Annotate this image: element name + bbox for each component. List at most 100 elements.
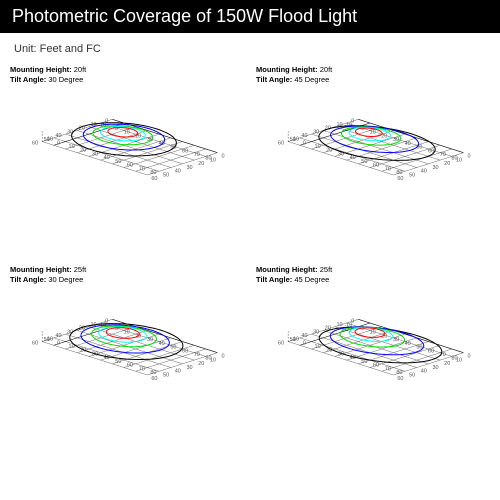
svg-text:40: 40 — [55, 333, 61, 339]
svg-text:40: 40 — [301, 133, 307, 139]
svg-text:-10: -10 — [45, 337, 53, 343]
svg-text:0: 0 — [222, 154, 225, 160]
svg-text:30: 30 — [92, 151, 98, 157]
svg-text:60: 60 — [278, 141, 284, 147]
svg-text:60: 60 — [127, 163, 133, 169]
panel-label: Mounting Height: 20ftTilt Angle: 30 Degr… — [10, 65, 86, 85]
svg-text:80: 80 — [396, 170, 402, 176]
svg-text:10: 10 — [69, 344, 75, 350]
panel-label: Mounting Hieght: 25ftTilt Angle: 45 Degr… — [256, 265, 332, 285]
svg-text:70: 70 — [139, 166, 145, 172]
isometric-plot: -100102030405060708001020304050600102030… — [4, 63, 244, 263]
svg-text:50: 50 — [409, 372, 415, 378]
svg-text:80: 80 — [150, 370, 156, 376]
svg-text:40: 40 — [159, 341, 165, 347]
svg-text:0: 0 — [105, 118, 108, 124]
svg-text:0: 0 — [57, 340, 60, 346]
svg-text:0: 0 — [468, 154, 471, 160]
svg-text:60: 60 — [182, 348, 188, 354]
svg-text:10: 10 — [336, 322, 342, 328]
svg-text:-10: -10 — [291, 137, 299, 143]
svg-text:70: 70 — [385, 366, 391, 372]
svg-text:20: 20 — [198, 161, 204, 167]
svg-text:20: 20 — [80, 148, 86, 154]
svg-text:80: 80 — [150, 170, 156, 176]
svg-text:50: 50 — [409, 172, 415, 178]
svg-text:-10: -10 — [291, 337, 299, 343]
svg-text:40: 40 — [301, 333, 307, 339]
panel-grid: Mounting Height: 20ftTilt Angle: 30 Degr… — [0, 63, 500, 471]
isometric-plot: -100102030405060708001020304050600102030… — [4, 263, 244, 463]
svg-text:40: 40 — [405, 341, 411, 347]
title-bar: Photometric Coverage of 150W Flood Light — [0, 0, 500, 33]
svg-text:0: 0 — [303, 340, 306, 346]
svg-text:10: 10 — [370, 130, 376, 136]
svg-text:20: 20 — [198, 361, 204, 367]
svg-text:10: 10 — [124, 330, 130, 336]
svg-text:50: 50 — [115, 159, 121, 165]
svg-text:40: 40 — [175, 169, 181, 175]
svg-text:40: 40 — [405, 141, 411, 147]
svg-text:60: 60 — [127, 363, 133, 369]
svg-text:10: 10 — [456, 157, 462, 163]
svg-text:30: 30 — [432, 165, 438, 171]
panel-label: Mounting Height: 20ftTilt Angle: 45 Degr… — [256, 65, 332, 85]
svg-text:70: 70 — [440, 152, 446, 158]
svg-text:0: 0 — [57, 140, 60, 146]
svg-text:40: 40 — [421, 169, 427, 175]
svg-text:60: 60 — [151, 376, 157, 382]
svg-text:30: 30 — [186, 365, 192, 371]
svg-text:50: 50 — [163, 172, 169, 178]
svg-text:0: 0 — [351, 318, 354, 324]
isometric-plot: -100102030405060708001020304050600102030… — [250, 63, 490, 263]
svg-text:30: 30 — [147, 337, 153, 343]
svg-text:10: 10 — [315, 344, 321, 350]
svg-text:10: 10 — [124, 130, 130, 136]
svg-text:40: 40 — [350, 155, 356, 161]
svg-text:50: 50 — [115, 359, 121, 365]
svg-text:-10: -10 — [45, 137, 53, 143]
svg-text:60: 60 — [182, 148, 188, 154]
svg-text:70: 70 — [385, 166, 391, 172]
svg-text:40: 40 — [175, 369, 181, 375]
contours — [72, 123, 177, 156]
photometric-panel-bl: Mounting Height: 25ftTilt Angle: 30 Degr… — [4, 263, 250, 463]
svg-text:30: 30 — [432, 365, 438, 371]
svg-text:60: 60 — [428, 348, 434, 354]
svg-text:10: 10 — [210, 157, 216, 163]
svg-text:20: 20 — [444, 161, 450, 167]
page-title: Photometric Coverage of 150W Flood Light — [12, 6, 357, 26]
svg-text:10: 10 — [210, 357, 216, 363]
svg-text:30: 30 — [313, 329, 319, 335]
svg-text:50: 50 — [361, 159, 367, 165]
svg-text:60: 60 — [373, 363, 379, 369]
svg-text:10: 10 — [456, 357, 462, 363]
svg-text:60: 60 — [278, 341, 284, 347]
svg-text:30: 30 — [393, 337, 399, 343]
photometric-panel-br: Mounting Hieght: 25ftTilt Angle: 45 Degr… — [250, 263, 496, 463]
svg-text:30: 30 — [186, 165, 192, 171]
photometric-panel-tr: Mounting Height: 20ftTilt Angle: 45 Degr… — [250, 63, 496, 263]
svg-text:60: 60 — [397, 176, 403, 182]
svg-text:80: 80 — [396, 370, 402, 376]
svg-text:50: 50 — [416, 145, 422, 151]
svg-text:30: 30 — [313, 129, 319, 135]
svg-text:40: 40 — [104, 155, 110, 161]
svg-text:40: 40 — [421, 369, 427, 375]
svg-text:70: 70 — [194, 152, 200, 158]
svg-text:60: 60 — [397, 376, 403, 382]
svg-text:0: 0 — [351, 118, 354, 124]
isometric-plot: -100102030405060708001020304050600102030… — [250, 263, 490, 463]
svg-text:0: 0 — [468, 354, 471, 360]
svg-text:10: 10 — [370, 330, 376, 336]
photometric-panel-tl: Mounting Height: 20ftTilt Angle: 30 Degr… — [4, 63, 250, 263]
panel-label: Mounting Height: 25ftTilt Angle: 30 Degr… — [10, 265, 86, 285]
svg-text:60: 60 — [373, 163, 379, 169]
svg-text:70: 70 — [194, 352, 200, 358]
svg-text:0: 0 — [222, 354, 225, 360]
svg-text:0: 0 — [303, 140, 306, 146]
svg-text:60: 60 — [32, 341, 38, 347]
svg-text:50: 50 — [170, 345, 176, 351]
subtitle: Unit: Feet and FC — [0, 33, 500, 63]
svg-text:20: 20 — [326, 148, 332, 154]
